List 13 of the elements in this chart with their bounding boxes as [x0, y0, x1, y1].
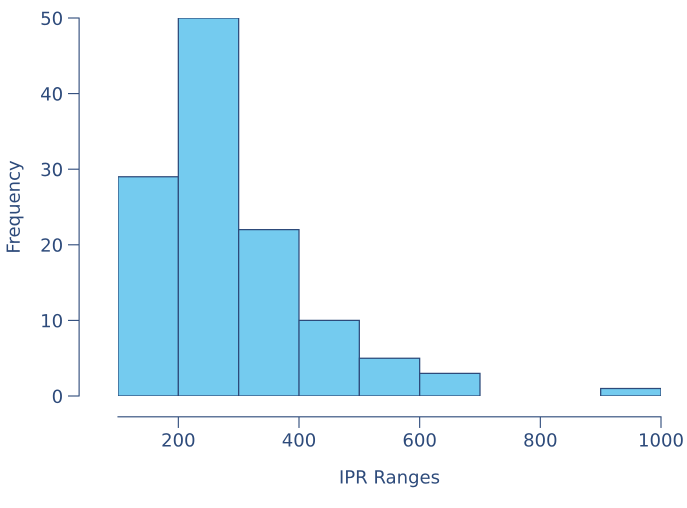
y-tick-label: 10: [42, 314, 62, 328]
x-tick-label: 400: [282, 433, 316, 447]
y-tick-label: 30: [42, 162, 62, 176]
x-axis-title: IPR Ranges: [340, 470, 440, 488]
x-tick-label: 600: [404, 433, 436, 447]
y-tick-label: 0: [52, 389, 62, 404]
x-tick-label: 800: [524, 433, 556, 447]
x-tick-label: 200: [162, 433, 194, 447]
y-tick-label: 20: [41, 238, 62, 252]
y-tick-label: 50: [42, 11, 62, 26]
y-tick-label: 40: [41, 87, 62, 101]
y-axis-title: Frequency: [6, 160, 24, 252]
x-tick-label: 1000: [640, 433, 683, 447]
